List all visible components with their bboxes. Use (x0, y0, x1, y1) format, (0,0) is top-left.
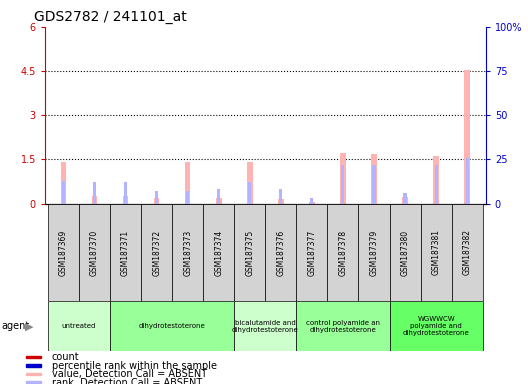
Text: untreated: untreated (62, 323, 96, 329)
Bar (435, 165, 438, 204)
FancyBboxPatch shape (234, 204, 266, 301)
FancyBboxPatch shape (390, 301, 483, 351)
Text: percentile rank within the sample: percentile rank within the sample (52, 361, 216, 371)
Bar (402, 197, 408, 204)
Text: GDS2782 / 241101_at: GDS2782 / 241101_at (34, 10, 187, 23)
Text: agent: agent (1, 321, 30, 331)
Bar (26, 381, 41, 384)
Bar (466, 157, 469, 204)
Text: GSM187372: GSM187372 (152, 229, 161, 276)
FancyBboxPatch shape (327, 204, 359, 301)
Text: bicalutamide and
dihydrotestoterone: bicalutamide and dihydrotestoterone (232, 320, 299, 333)
FancyBboxPatch shape (203, 204, 234, 301)
FancyBboxPatch shape (234, 301, 296, 351)
Bar (26, 356, 41, 358)
Text: dihydrotestoterone: dihydrotestoterone (139, 323, 205, 329)
Bar (248, 182, 251, 204)
Bar (186, 191, 189, 204)
Text: GSM187369: GSM187369 (59, 229, 68, 276)
Text: control polyamide an
dihydrotestoterone: control polyamide an dihydrotestoterone (306, 320, 380, 333)
FancyBboxPatch shape (390, 204, 421, 301)
FancyBboxPatch shape (110, 301, 234, 351)
FancyBboxPatch shape (421, 204, 451, 301)
Bar (433, 156, 439, 204)
Text: GSM187376: GSM187376 (276, 229, 285, 276)
Text: GSM187374: GSM187374 (214, 229, 223, 276)
Bar (464, 70, 470, 204)
Text: value, Detection Call = ABSENT: value, Detection Call = ABSENT (52, 369, 206, 379)
Text: GSM187375: GSM187375 (246, 229, 254, 276)
Bar (247, 162, 252, 204)
Text: GSM187379: GSM187379 (370, 229, 379, 276)
Text: GSM187382: GSM187382 (463, 230, 472, 275)
Bar (26, 364, 41, 367)
Bar (372, 165, 375, 204)
Bar (61, 162, 67, 204)
Bar (403, 193, 407, 204)
Bar (216, 198, 222, 204)
Text: rank, Detection Call = ABSENT: rank, Detection Call = ABSENT (52, 378, 202, 384)
FancyBboxPatch shape (266, 204, 296, 301)
Text: GSM187377: GSM187377 (307, 229, 316, 276)
Bar (124, 182, 127, 204)
Bar (371, 154, 377, 204)
Bar (62, 180, 65, 204)
FancyBboxPatch shape (48, 204, 79, 301)
FancyBboxPatch shape (79, 204, 110, 301)
Bar (342, 165, 344, 204)
Text: GSM187373: GSM187373 (183, 229, 192, 276)
Text: GSM187378: GSM187378 (338, 229, 347, 276)
FancyBboxPatch shape (172, 204, 203, 301)
FancyBboxPatch shape (359, 204, 390, 301)
Bar (154, 198, 159, 204)
Text: GSM187380: GSM187380 (401, 229, 410, 276)
Bar (279, 189, 282, 204)
FancyBboxPatch shape (296, 301, 390, 351)
Bar (217, 189, 220, 204)
Text: GSM187371: GSM187371 (121, 229, 130, 276)
FancyBboxPatch shape (451, 204, 483, 301)
Text: WGWWCW
polyamide and
dihydrotestoterone: WGWWCW polyamide and dihydrotestoterone (403, 316, 469, 336)
Text: ▶: ▶ (25, 321, 34, 331)
Text: count: count (52, 352, 79, 362)
Bar (340, 153, 346, 204)
Bar (310, 198, 314, 204)
Bar (155, 191, 158, 204)
FancyBboxPatch shape (296, 204, 327, 301)
Bar (309, 202, 315, 204)
FancyBboxPatch shape (110, 204, 141, 301)
Text: GSM187381: GSM187381 (431, 230, 440, 275)
Text: GSM187370: GSM187370 (90, 229, 99, 276)
Bar (278, 199, 284, 204)
FancyBboxPatch shape (48, 301, 110, 351)
Bar (92, 196, 97, 204)
Bar (93, 182, 96, 204)
Bar (185, 162, 191, 204)
Bar (123, 196, 128, 204)
Bar (26, 372, 41, 375)
FancyBboxPatch shape (141, 204, 172, 301)
